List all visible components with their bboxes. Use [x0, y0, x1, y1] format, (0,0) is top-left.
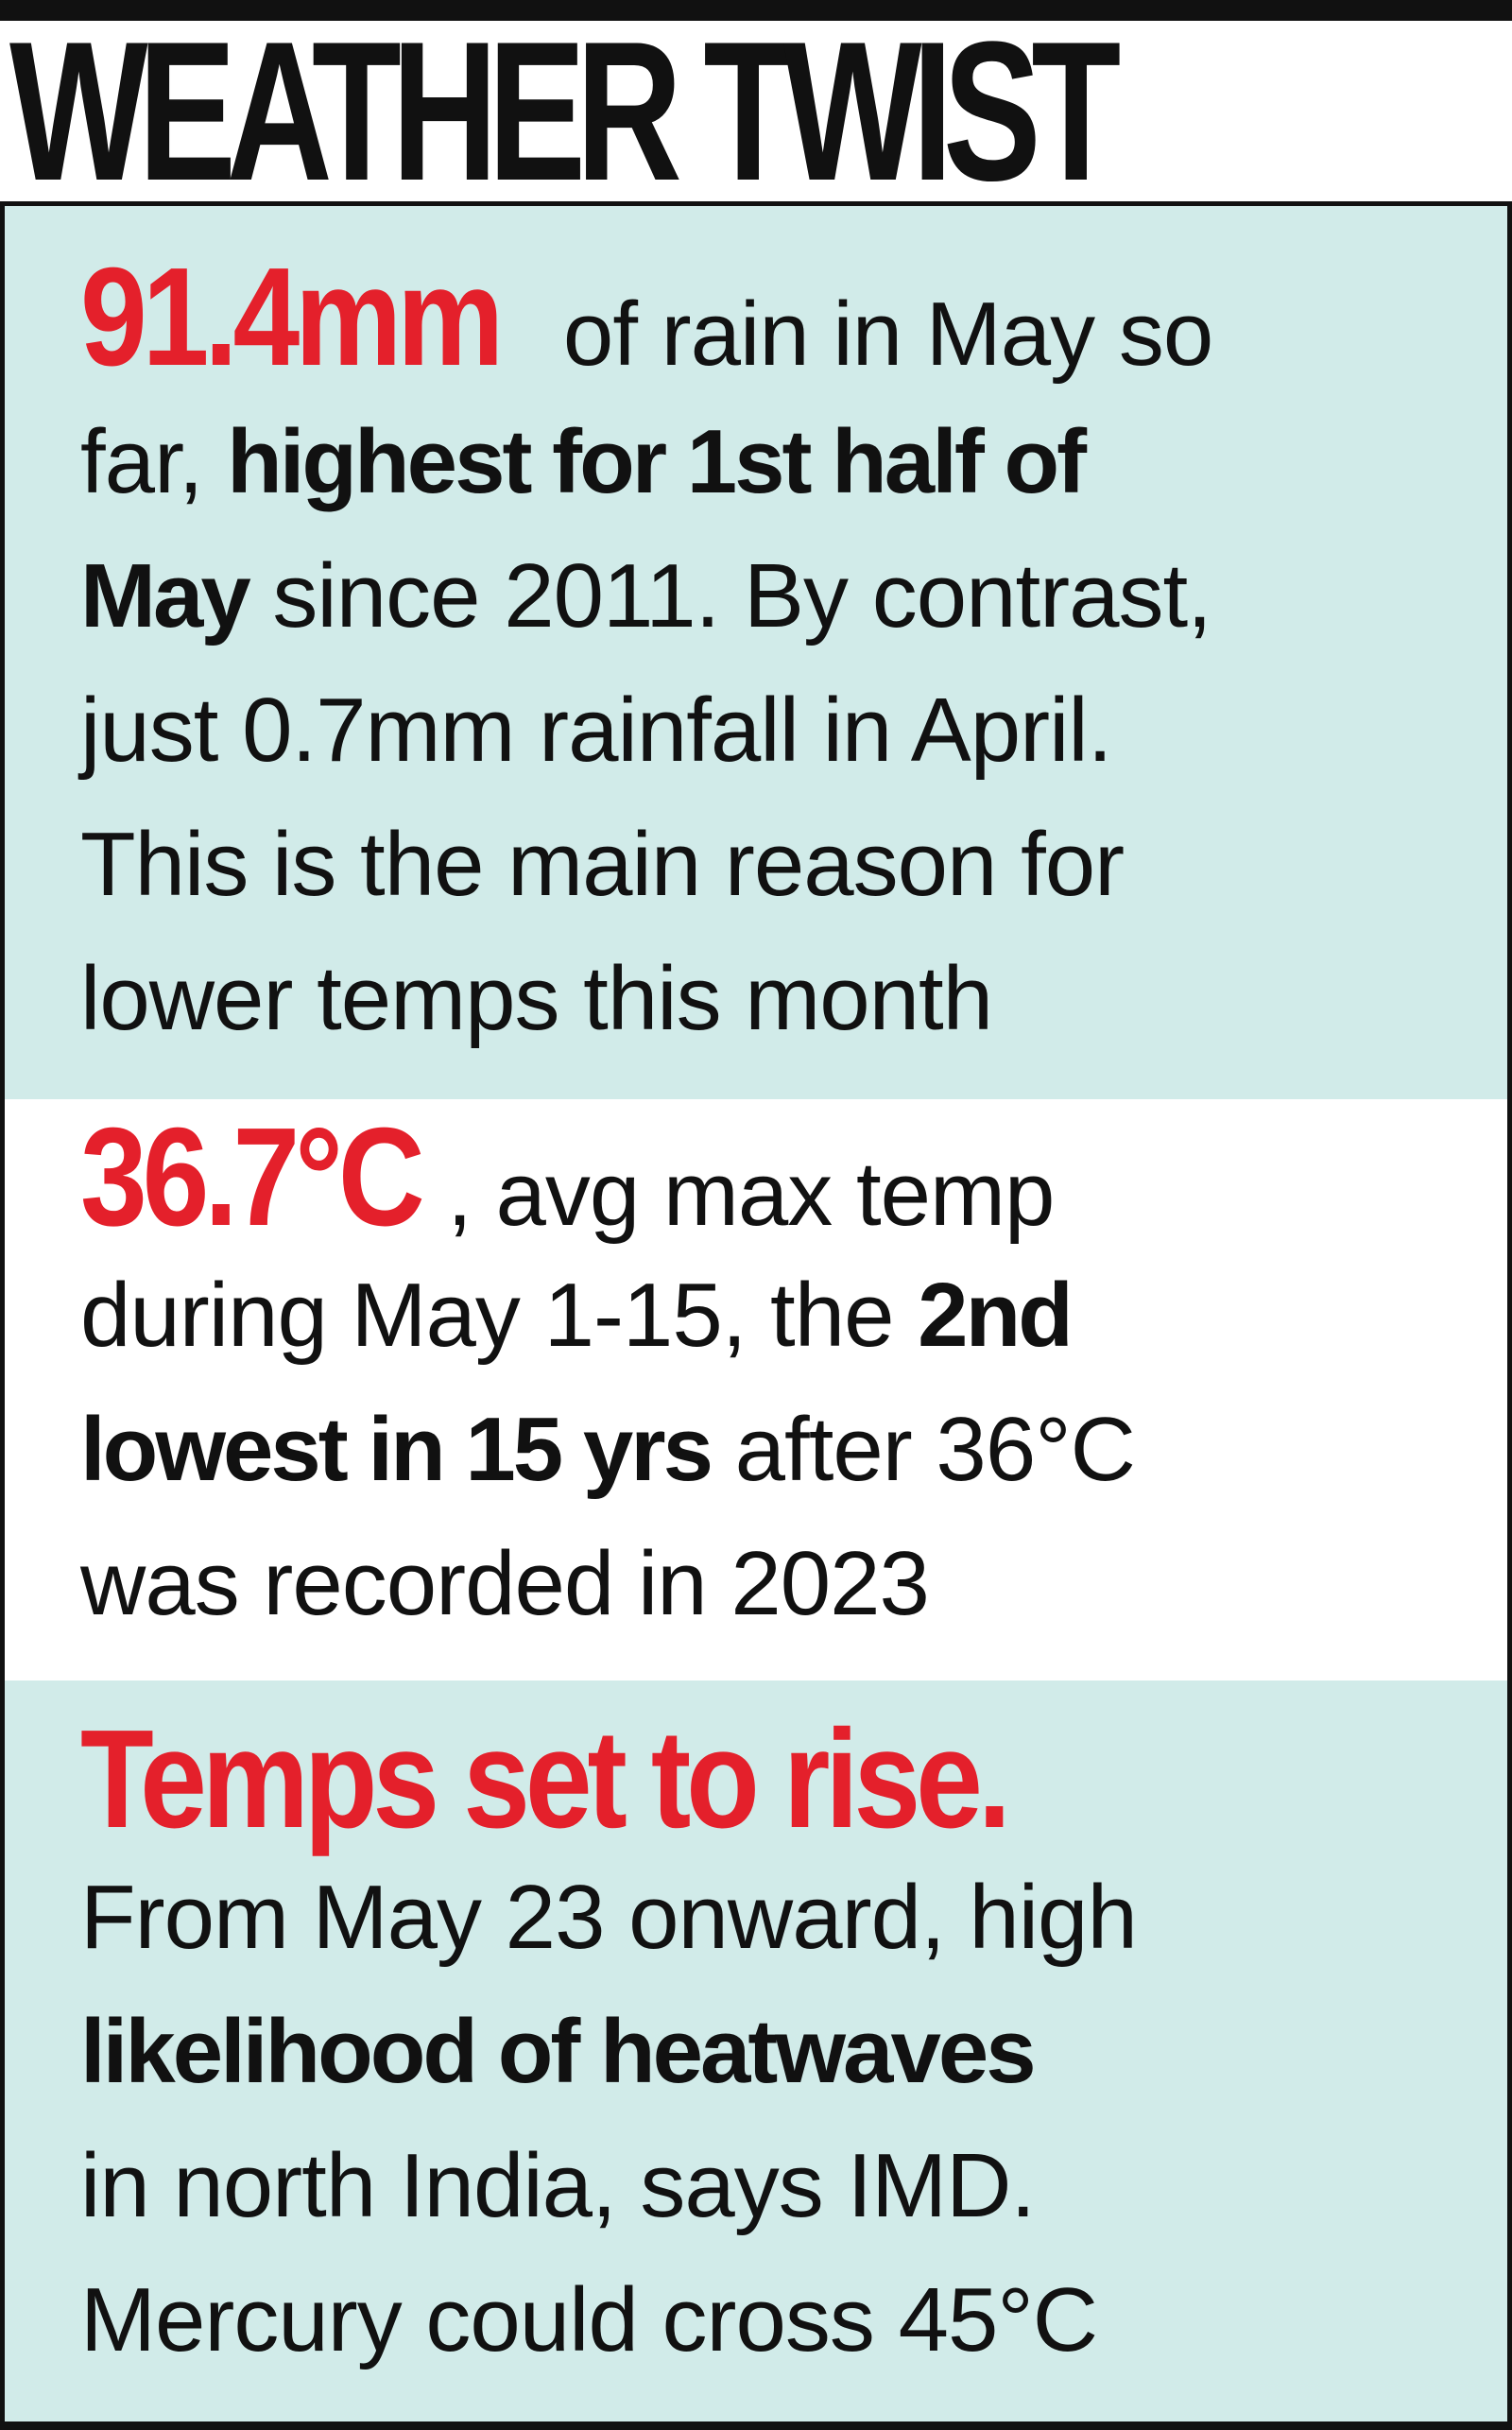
temperature-figure: 36.7°C — [80, 1099, 425, 1255]
page-title: WEATHER TWIST — [9, 0, 1121, 222]
forecast-section: Temps set to rise. From May 23 onward, h… — [5, 1680, 1507, 2421]
temperature-section: 36.7°C, avg max temp during May 1-15, th… — [5, 1099, 1507, 1680]
forecast-headline: Temps set to rise. — [80, 1701, 1011, 1857]
forecast-line-5: Mercury could cross 45°C — [80, 2269, 1098, 2370]
rainfall-emphasis: highest for 1st half of — [227, 411, 1087, 512]
rainfall-line-4: just 0.7mm rainfall in April. — [80, 680, 1112, 781]
forecast-line-2: From May 23 onward, high — [80, 1867, 1138, 1968]
top-rule — [0, 0, 1512, 21]
forecast-line-1: Temps set to rise. — [80, 1709, 1507, 1851]
rainfall-line-3: May since 2011. By contrast, — [80, 545, 1212, 646]
forecast-line-3: likelihood of heatwaves — [80, 1985, 1507, 2119]
rainfall-line-1: 91.4mm of rain in May so — [80, 239, 1213, 395]
rainfall-line-6: lower temps this month — [80, 948, 993, 1049]
temperature-line-2: during May 1-15, the 2nd — [80, 1265, 1074, 1366]
temperature-line-4: was recorded in 2023 — [80, 1533, 930, 1634]
temperature-line-3: lowest in 15 yrs after 36°C — [80, 1399, 1136, 1500]
rainfall-figure: 91.4mm — [80, 239, 504, 395]
temperature-line-1: 36.7°C, avg max temp — [80, 1099, 1055, 1255]
info-card: 91.4mm of rain in May so far, highest fo… — [0, 201, 1512, 2430]
rainfall-emphasis-may: May — [80, 545, 251, 646]
temperature-emphasis: 2nd — [918, 1265, 1074, 1366]
rainfall-line-5: This is the main reason for — [80, 814, 1125, 915]
forecast-line-4: in north India, says IMD. — [80, 2135, 1036, 2236]
rainfall-line-2: far, highest for 1st half of — [80, 411, 1087, 512]
rainfall-section: 91.4mm of rain in May so far, highest fo… — [5, 206, 1507, 1099]
temperature-emphasis-2: lowest in 15 yrs — [80, 1399, 713, 1500]
forecast-emphasis: likelihood of heatwaves — [80, 2001, 1037, 2102]
